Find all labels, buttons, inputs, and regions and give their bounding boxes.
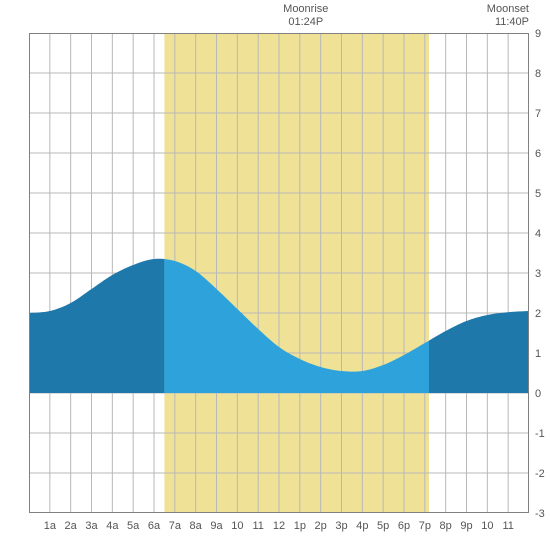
- svg-text:1a: 1a: [44, 520, 57, 532]
- svg-text:4: 4: [535, 228, 541, 240]
- moonset-label: Moonset: [487, 3, 529, 16]
- svg-text:8p: 8p: [440, 520, 452, 532]
- svg-text:2: 2: [535, 308, 541, 320]
- moonset-value: 11:40P: [487, 16, 529, 29]
- svg-text:2p: 2p: [315, 520, 327, 532]
- svg-text:5p: 5p: [377, 520, 389, 532]
- svg-text:3p: 3p: [335, 520, 347, 532]
- svg-text:1: 1: [535, 348, 541, 360]
- svg-text:5a: 5a: [127, 520, 140, 532]
- svg-text:11: 11: [252, 520, 263, 532]
- svg-text:6: 6: [535, 148, 541, 160]
- svg-text:9p: 9p: [460, 520, 472, 532]
- svg-text:9: 9: [535, 28, 541, 40]
- svg-text:12: 12: [273, 520, 285, 532]
- svg-text:6p: 6p: [398, 520, 410, 532]
- moonset-annotation: Moonset 11:40P: [487, 3, 529, 29]
- chart-svg: -3-2-101234567891a2a3a4a5a6a7a8a9a101112…: [0, 0, 550, 550]
- svg-text:5: 5: [535, 188, 541, 200]
- svg-text:6a: 6a: [148, 520, 161, 532]
- moonrise-annotation: Moonrise 01:24P: [283, 3, 328, 29]
- svg-text:-2: -2: [535, 468, 545, 480]
- svg-text:2a: 2a: [65, 520, 78, 532]
- svg-text:8a: 8a: [190, 520, 203, 532]
- svg-text:9a: 9a: [210, 520, 223, 532]
- svg-text:3: 3: [535, 268, 541, 280]
- svg-text:8: 8: [535, 68, 541, 80]
- svg-text:10: 10: [231, 520, 243, 532]
- svg-text:4a: 4a: [106, 520, 119, 532]
- svg-text:7a: 7a: [169, 520, 182, 532]
- moonrise-value: 01:24P: [283, 16, 328, 29]
- tide-chart: Moonrise 01:24P Moonset 11:40P -3-2-1012…: [0, 0, 550, 550]
- svg-text:11: 11: [502, 520, 513, 532]
- svg-text:-3: -3: [535, 508, 545, 520]
- svg-text:0: 0: [535, 388, 541, 400]
- moonrise-label: Moonrise: [283, 3, 328, 16]
- svg-text:10: 10: [481, 520, 493, 532]
- svg-text:-1: -1: [535, 428, 545, 440]
- svg-text:7p: 7p: [419, 520, 431, 532]
- svg-text:1p: 1p: [294, 520, 306, 532]
- svg-text:4p: 4p: [356, 520, 368, 532]
- svg-text:7: 7: [535, 108, 541, 120]
- svg-text:3a: 3a: [85, 520, 98, 532]
